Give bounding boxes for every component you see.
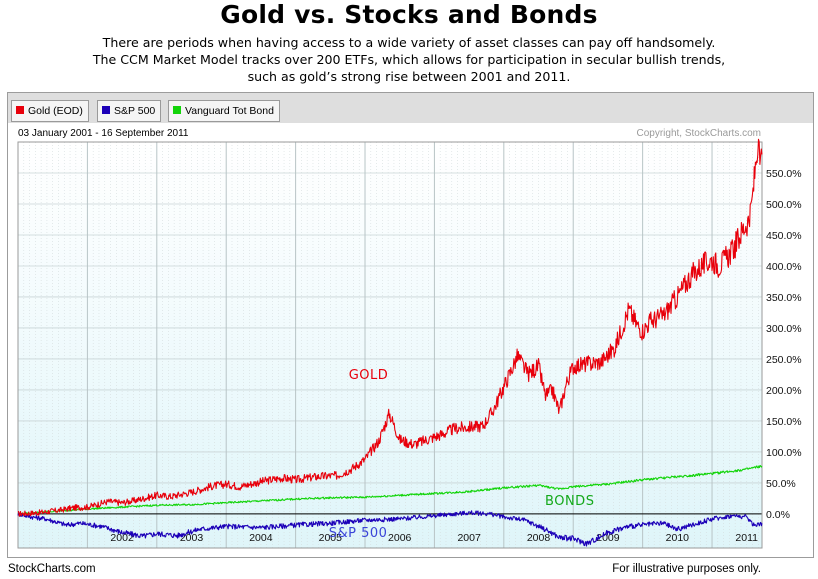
footer-source: StockCharts.com	[8, 563, 96, 575]
y-tick-label: 550.0%	[766, 168, 802, 180]
x-tick-label: 2005	[319, 532, 343, 544]
x-tick-label: 2004	[249, 532, 273, 544]
series-line	[17, 510, 763, 547]
x-tick-label: 2011	[735, 532, 758, 544]
legend-bar: Gold (EOD) S&P 500 Vanguard Tot Bond	[8, 93, 813, 123]
y-tick-label: 500.0%	[766, 199, 802, 211]
footer-disclaimer: For illustrative purposes only.	[612, 563, 761, 575]
y-tick-label: 50.0%	[766, 478, 796, 490]
legend-toggle-bond[interactable]: Vanguard Tot Bond	[168, 100, 280, 122]
chart-title: Gold vs. Stocks and Bonds	[220, 0, 598, 29]
legend-label-bond: Vanguard Tot Bond	[185, 105, 274, 117]
x-tick-label: 2008	[527, 532, 551, 544]
y-tick-label: 250.0%	[766, 354, 802, 366]
y-tick-label: 400.0%	[766, 261, 802, 273]
legend-toggle-gold[interactable]: Gold (EOD)	[11, 100, 89, 122]
x-tick-label: 2007	[457, 532, 481, 544]
legend-swatch-gold	[16, 106, 24, 114]
y-tick-label: 150.0%	[766, 416, 802, 428]
x-tick-label: 2009	[596, 532, 620, 544]
copyright-label: Copyright, StockCharts.com	[637, 128, 762, 139]
legend-label-gold: Gold (EOD)	[28, 105, 83, 117]
series-line	[17, 138, 763, 517]
x-tick-label: 2010	[666, 532, 690, 544]
y-tick-label: 300.0%	[766, 323, 802, 335]
subtitle-line: such as gold’s strong rise between 2001 …	[247, 69, 571, 84]
y-tick-label: 0.0%	[766, 509, 790, 521]
series-annotation: GOLD	[349, 368, 389, 383]
plot-border	[17, 141, 763, 549]
legend-swatch-bond	[173, 106, 181, 114]
series-annotation: BONDS	[545, 494, 594, 509]
y-tick-label: 350.0%	[766, 292, 802, 304]
y-tick-label: 100.0%	[766, 447, 802, 459]
subtitle-line: There are periods when having access to …	[102, 35, 716, 50]
x-tick-label: 2002	[110, 532, 134, 544]
y-tick-label: 450.0%	[766, 230, 802, 242]
subtitle-line: The CCM Market Model tracks over 200 ETF…	[92, 52, 726, 67]
x-tick-label: 2006	[388, 532, 412, 544]
series-annotation: S&P 500	[329, 526, 388, 541]
legend-label-sp500: S&P 500	[114, 105, 156, 117]
plot-area	[18, 142, 762, 548]
chart-subtitle: There are periods when having access to …	[40, 34, 778, 85]
legend-toggle-sp500[interactable]: S&P 500	[97, 100, 162, 122]
series-line	[17, 464, 763, 515]
y-tick-label: 200.0%	[766, 385, 802, 397]
date-range-label: 03 January 2001 - 16 September 2011	[18, 128, 189, 139]
legend-swatch-sp500	[102, 106, 110, 114]
